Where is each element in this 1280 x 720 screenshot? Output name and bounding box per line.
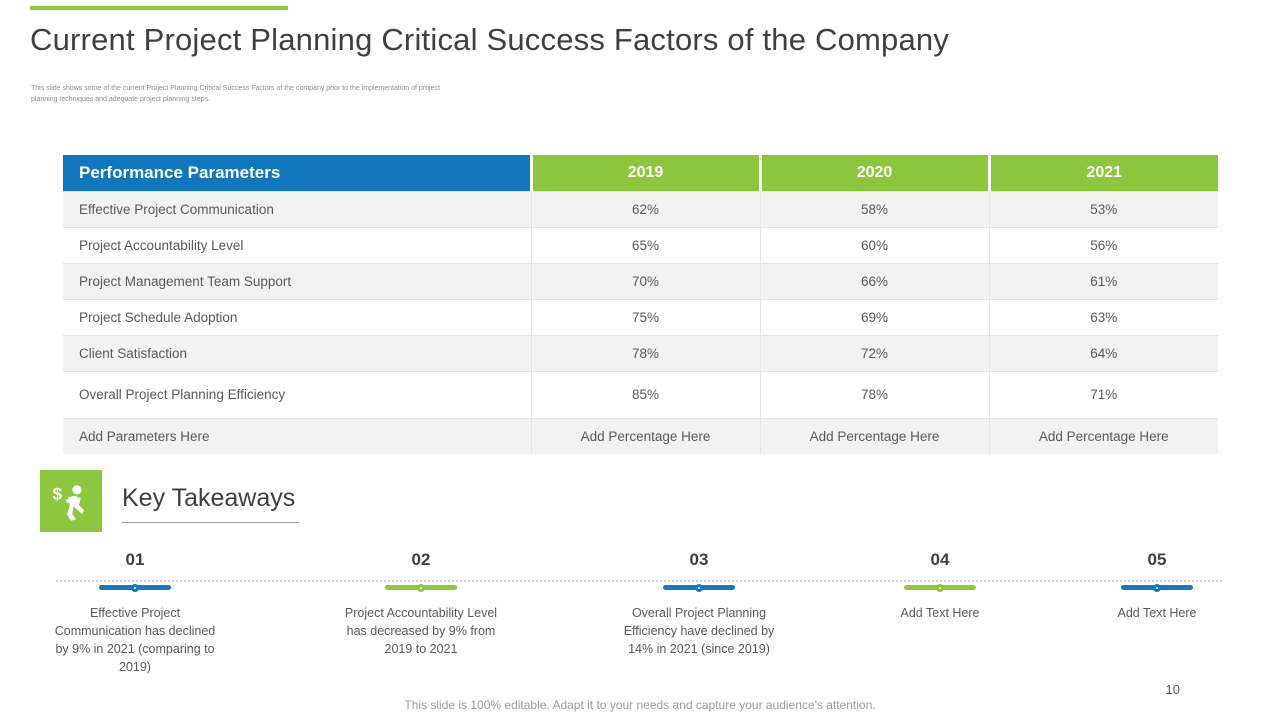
timeline-dot [695,583,703,592]
row-value: 63% [988,298,1219,336]
timeline-dotted-line [56,580,1222,582]
row-value-placeholder: Add Percentage Here [530,417,761,455]
timeline-dot [1153,583,1161,592]
row-value: 71% [988,370,1219,419]
row-value: 78% [530,334,761,372]
performance-table: Performance Parameters 2019 2020 2021 Ef… [62,155,1219,455]
timeline-dot [417,583,425,592]
table-header-2019: 2019 [531,155,762,191]
takeaway-text: Overall Project Planning Efficiency have… [623,606,775,657]
row-parameter-placeholder: Add Parameters Here [62,417,532,455]
row-value: 69% [759,298,990,336]
takeaway-item-04: 04 Add Text Here [855,550,1025,622]
table-header-2020: 2020 [760,155,991,191]
takeaway-text: Project Accountability Level has decreas… [344,606,498,657]
takeaway-item-01: 01 Effective Project Communication has d… [50,550,220,677]
person-dollar-icon: $ [53,485,85,521]
row-value: 75% [530,298,761,336]
key-takeaways-title: Key Takeaways [122,484,300,523]
row-value: 85% [530,370,761,419]
timeline-marker [904,583,976,592]
takeaway-number: 04 [930,550,950,569]
takeaway-text-placeholder: Add Text Here [900,606,980,620]
table-header-parameters: Performance Parameters [63,155,533,191]
row-value: 60% [759,226,990,264]
svg-text:$: $ [53,485,63,504]
timeline-marker [99,583,171,592]
row-parameter: Project Accountability Level [62,226,532,264]
page-number: 10 [1165,682,1180,697]
slide-description: This slide shows some of the current Pro… [31,85,440,104]
row-parameter: Project Schedule Adoption [62,298,532,336]
takeaway-number: 03 [689,550,709,569]
editable-note: This slide is 100% editable. Adapt it to… [404,698,876,712]
table-row: Overall Project Planning Efficiency 85% … [62,370,1219,419]
takeaway-item-03: 03 Overall Project Planning Efficiency h… [614,550,784,658]
page-title: Current Project Planning Critical Succes… [30,22,950,57]
timeline-marker [663,583,735,592]
timeline-marker [385,583,457,592]
table-header-2021: 2021 [989,155,1218,191]
timeline-dot [936,583,944,592]
table-row: Project Management Team Support 70% 66% … [62,262,1219,300]
row-value: 65% [530,226,761,264]
table-row: Add Parameters Here Add Percentage Here … [62,417,1219,455]
table-row: Project Schedule Adoption 75% 69% 63% [62,298,1219,336]
row-value: 53% [988,190,1219,228]
row-value: 64% [988,334,1219,372]
takeaway-number: 05 [1147,550,1167,569]
row-parameter: Project Management Team Support [62,262,532,300]
row-parameter: Effective Project Communication [62,190,532,228]
row-value: 70% [530,262,761,300]
takeaway-item-05: 05 Add Text Here [1072,550,1242,622]
timeline-dot [131,583,139,592]
row-value-placeholder: Add Percentage Here [759,417,990,455]
row-value: 72% [759,334,990,372]
row-value: 78% [759,370,990,419]
row-value: 58% [759,190,990,228]
row-value: 61% [988,262,1219,300]
timeline-marker [1121,583,1193,592]
accent-top-rule [30,6,288,10]
takeaway-number: 01 [125,550,145,569]
row-parameter: Overall Project Planning Efficiency [62,370,532,419]
row-value: 56% [988,226,1219,264]
row-value-placeholder: Add Percentage Here [988,417,1219,455]
investor-growth-icon: $ [40,470,102,532]
table-row: Effective Project Communication 62% 58% … [62,190,1219,228]
table-row: Project Accountability Level 65% 60% 56% [62,226,1219,264]
row-value: 66% [759,262,990,300]
row-parameter: Client Satisfaction [62,334,532,372]
takeaway-text-placeholder: Add Text Here [1117,606,1197,620]
table-header-row: Performance Parameters 2019 2020 2021 [63,155,1218,191]
table-row: Client Satisfaction 78% 72% 64% [62,334,1219,372]
takeaway-text: Effective Project Communication has decl… [54,606,216,675]
takeaway-number: 02 [411,550,431,569]
takeaway-item-02: 02 Project Accountability Level has decr… [336,550,506,658]
row-value: 62% [530,190,761,228]
